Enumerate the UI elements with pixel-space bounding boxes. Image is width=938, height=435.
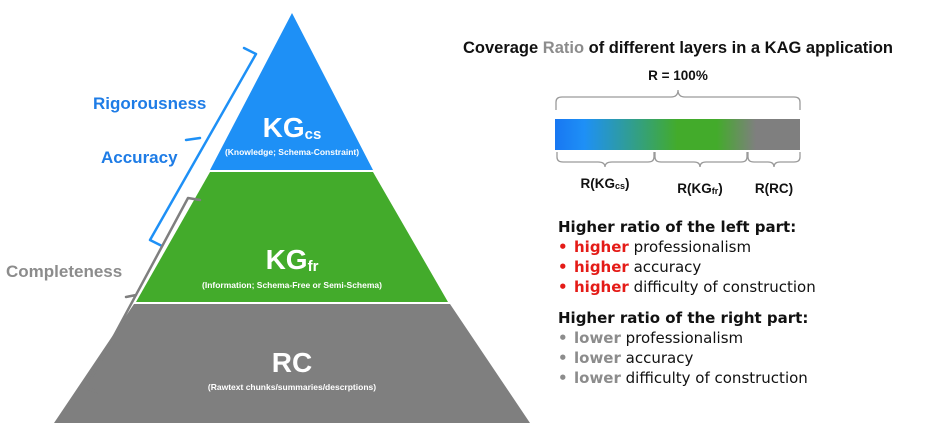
rc-layer bbox=[54, 304, 530, 423]
r-rc-label: R(RC) bbox=[755, 181, 793, 196]
list-item: • lower accuracy bbox=[558, 348, 928, 368]
item-text: accuracy bbox=[620, 349, 694, 367]
bullet: • bbox=[558, 369, 568, 387]
r-kgcs-label: R(KGcs) bbox=[580, 176, 629, 191]
total-brace bbox=[555, 89, 801, 110]
list-item: • higher professionalism bbox=[558, 237, 928, 257]
total-ratio-label: R = 100% bbox=[648, 68, 708, 83]
kgcs-title: KGcs bbox=[263, 112, 322, 143]
gray-bracket bbox=[84, 196, 202, 394]
keyword: higher bbox=[574, 258, 629, 276]
r-kgfr-label: R(KGfr) bbox=[677, 181, 723, 196]
list-item: • lower professionalism bbox=[558, 328, 928, 348]
bullet: • bbox=[558, 238, 568, 256]
right-part-list: • lower professionalism • lower accuracy •… bbox=[558, 328, 928, 388]
bullet: • bbox=[558, 349, 568, 367]
bullet: • bbox=[558, 278, 568, 296]
rigorousness-label: Rigorousness bbox=[93, 94, 206, 113]
keyword: lower bbox=[574, 349, 621, 367]
list-item: • lower difficulty of construction bbox=[558, 368, 928, 388]
coverage-title: Coverage Ratio of different layers in a … bbox=[463, 39, 893, 57]
list-item: • higher difficulty of construction bbox=[558, 277, 928, 297]
left-part-heading: Higher ratio of the left part: bbox=[558, 218, 797, 236]
kgfr-layer bbox=[136, 172, 448, 302]
item-text: difficulty of construction bbox=[628, 278, 816, 296]
kgfr-description: (Information; Schema-Free or Semi-Schema… bbox=[202, 280, 382, 290]
rc-brace bbox=[747, 152, 801, 168]
item-text: difficulty of construction bbox=[620, 369, 808, 387]
bullet: • bbox=[558, 329, 568, 347]
kgcs-description: (Knowledge; Schema-Constraint) bbox=[225, 147, 359, 157]
kgcs-layer bbox=[210, 13, 373, 170]
right-part-heading: Higher ratio of the right part: bbox=[558, 309, 809, 327]
keyword: higher bbox=[574, 238, 629, 256]
kgfr-title: KGfr bbox=[266, 244, 319, 275]
item-text: professionalism bbox=[628, 238, 752, 256]
keyword: higher bbox=[574, 278, 629, 296]
blue-bracket bbox=[148, 46, 258, 248]
left-part-list: • higher professionalism • higher accuracy… bbox=[558, 237, 928, 297]
rc-description: (Rawtext chunks/summaries/descrptions) bbox=[208, 382, 376, 392]
list-item: • higher accuracy bbox=[558, 257, 928, 277]
ratio-explanations: Higher ratio of the left part: • higher p… bbox=[558, 218, 928, 400]
rc-title: RC bbox=[272, 347, 312, 378]
coverage-ratio-bar bbox=[555, 119, 800, 150]
bullet: • bbox=[558, 258, 568, 276]
item-text: professionalism bbox=[620, 329, 744, 347]
keyword: lower bbox=[574, 329, 621, 347]
item-text: accuracy bbox=[628, 258, 702, 276]
kgcs-brace bbox=[556, 152, 655, 168]
completeness-label: Completeness bbox=[6, 262, 122, 281]
keyword: lower bbox=[574, 369, 621, 387]
kgfr-brace bbox=[654, 152, 748, 168]
accuracy-label: Accuracy bbox=[101, 148, 178, 167]
